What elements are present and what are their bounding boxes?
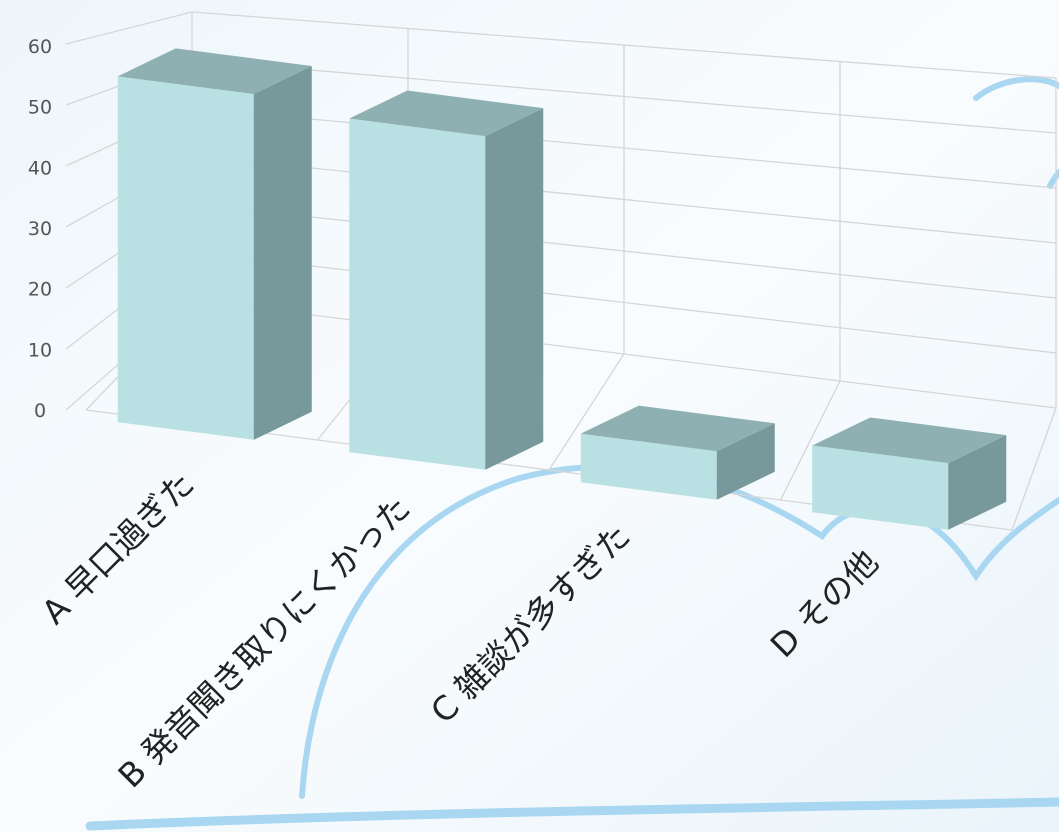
bar-side-face [253,66,312,440]
y-axis: 0 10 20 30 40 50 60 [28,36,52,422]
bar-front-face [117,76,254,440]
y-tick-label: 10 [28,339,52,361]
bar-top-face [349,90,544,137]
decorative-curve-1 [973,76,1059,101]
floor-separator-2 [548,353,625,471]
bar-front-face [580,433,717,500]
y-tick-label: 40 [28,157,52,179]
bar-top-face [117,48,312,95]
decorative-baseline [85,797,1059,831]
bar-top-face [812,417,1007,464]
bar-3 [812,417,1007,530]
bar-0 [117,48,312,440]
y-tick-label: 60 [28,36,52,58]
bar-top-face [580,405,775,452]
bar-front-face [349,118,486,470]
y-tick-label: 30 [28,218,52,240]
bar-2 [580,405,775,500]
floor-separator-3 [779,380,841,501]
bar-side-face [485,108,544,470]
floor-separator-4 [1011,407,1057,531]
y-tick-label: 0 [34,400,46,422]
bar-side-face [948,435,1007,530]
bar-front-face [812,445,949,530]
bars [117,48,1007,530]
y-tick-label: 20 [28,279,52,301]
gridline-depth-60 [65,11,193,45]
bar-1 [349,90,544,470]
bar-side-face [716,423,775,500]
y-tick-label: 50 [28,97,52,119]
